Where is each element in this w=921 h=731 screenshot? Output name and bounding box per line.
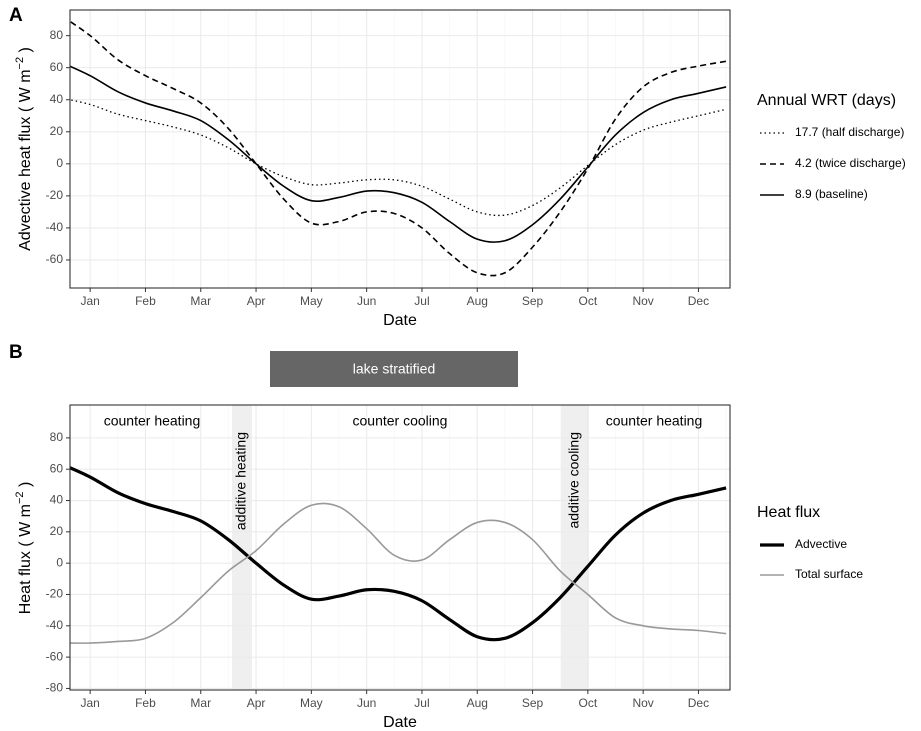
y-title-part: )	[17, 482, 34, 492]
x-tick-label: Jun	[357, 294, 376, 308]
x-tick-label: Nov	[632, 696, 653, 710]
y-title-sup: −2	[14, 57, 26, 70]
x-tick-label: Oct	[579, 294, 598, 308]
y-title-part: Advective heat flux ( W m	[17, 69, 34, 250]
x-tick-label: May	[300, 294, 323, 308]
y-title-part: Heat flux ( W m	[17, 504, 34, 614]
x-axis-title: Date	[383, 312, 417, 329]
x-tick-label: Jun	[357, 696, 376, 710]
legend-label: Total surface	[795, 567, 863, 581]
y-tick-label: -20	[46, 188, 64, 202]
legend-label: 4.2 (twice discharge)	[795, 156, 906, 170]
x-tick-label: Jul	[414, 696, 429, 710]
x-tick-label: May	[300, 696, 323, 710]
stratified-label: lake stratified	[353, 361, 435, 377]
x-axis-title: Date	[383, 714, 417, 731]
y-title-sup: −2	[14, 492, 26, 505]
x-tick-label: Mar	[190, 294, 211, 308]
y-tick-label: 0	[56, 555, 63, 569]
legend-label: 17.7 (half discharge)	[795, 125, 904, 139]
x-tick-label: Aug	[467, 696, 488, 710]
x-tick-label: Oct	[579, 696, 598, 710]
y-tick-label: 80	[50, 28, 64, 42]
x-tick-label: Jan	[80, 294, 99, 308]
x-tick-label: Jul	[414, 294, 429, 308]
y-axis-title: Heat flux ( W m−2 )	[14, 482, 34, 615]
legend-title: Heat flux	[757, 504, 820, 521]
x-tick-label: Dec	[688, 294, 709, 308]
y-axis-title: Advective heat flux ( W m−2 )	[14, 47, 34, 251]
x-tick-label: Feb	[135, 294, 156, 308]
x-tick-label: Nov	[632, 294, 653, 308]
x-tick-label: Sep	[522, 696, 544, 710]
y-tick-label: 80	[50, 430, 64, 444]
x-tick-label: Apr	[247, 294, 266, 308]
y-tick-label: 40	[50, 493, 64, 507]
series-line	[70, 20, 727, 277]
y-tick-label: -40	[46, 220, 64, 234]
y-tick-label: 40	[50, 92, 64, 106]
annotation: additive heating	[233, 432, 249, 530]
annotation: counter cooling	[353, 413, 448, 429]
x-tick-label: Sep	[522, 294, 544, 308]
x-tick-label: Feb	[135, 696, 156, 710]
shade-additive-heating	[232, 405, 252, 690]
x-tick-label: Aug	[467, 294, 488, 308]
legend-title: Annual WRT (days)	[757, 92, 896, 109]
series-line	[70, 65, 727, 243]
x-tick-label: Apr	[247, 696, 266, 710]
y-tick-label: -60	[46, 252, 64, 266]
series-line	[70, 502, 727, 644]
y-tick-label: 60	[50, 461, 64, 475]
panel-label: B	[9, 342, 23, 363]
plot-background	[70, 10, 730, 288]
y-tick-label: 0	[56, 156, 63, 170]
x-tick-label: Dec	[688, 696, 709, 710]
y-tick-label: -60	[46, 649, 64, 663]
y-tick-label: -40	[46, 618, 64, 632]
shade-additive-cooling	[561, 405, 589, 690]
legend-label: 8.9 (baseline)	[795, 187, 868, 201]
y-tick-label: 20	[50, 124, 64, 138]
y-title-part: )	[17, 47, 34, 57]
x-tick-label: Mar	[190, 696, 211, 710]
y-tick-label: -80	[46, 681, 64, 695]
y-tick-label: 60	[50, 60, 64, 74]
series-line	[70, 466, 727, 642]
plot-border	[69, 9, 731, 289]
plot-border	[69, 404, 731, 691]
panel-label: A	[9, 5, 23, 26]
annotation: counter heating	[606, 413, 703, 429]
stratified-band	[270, 351, 518, 387]
legend-label: Advective	[795, 537, 847, 551]
annotation: counter heating	[104, 413, 201, 429]
y-tick-label: 20	[50, 524, 64, 538]
annotation: additive cooling	[566, 432, 582, 529]
plot-background	[70, 405, 730, 690]
x-tick-label: Jan	[80, 696, 99, 710]
y-tick-label: -20	[46, 587, 64, 601]
